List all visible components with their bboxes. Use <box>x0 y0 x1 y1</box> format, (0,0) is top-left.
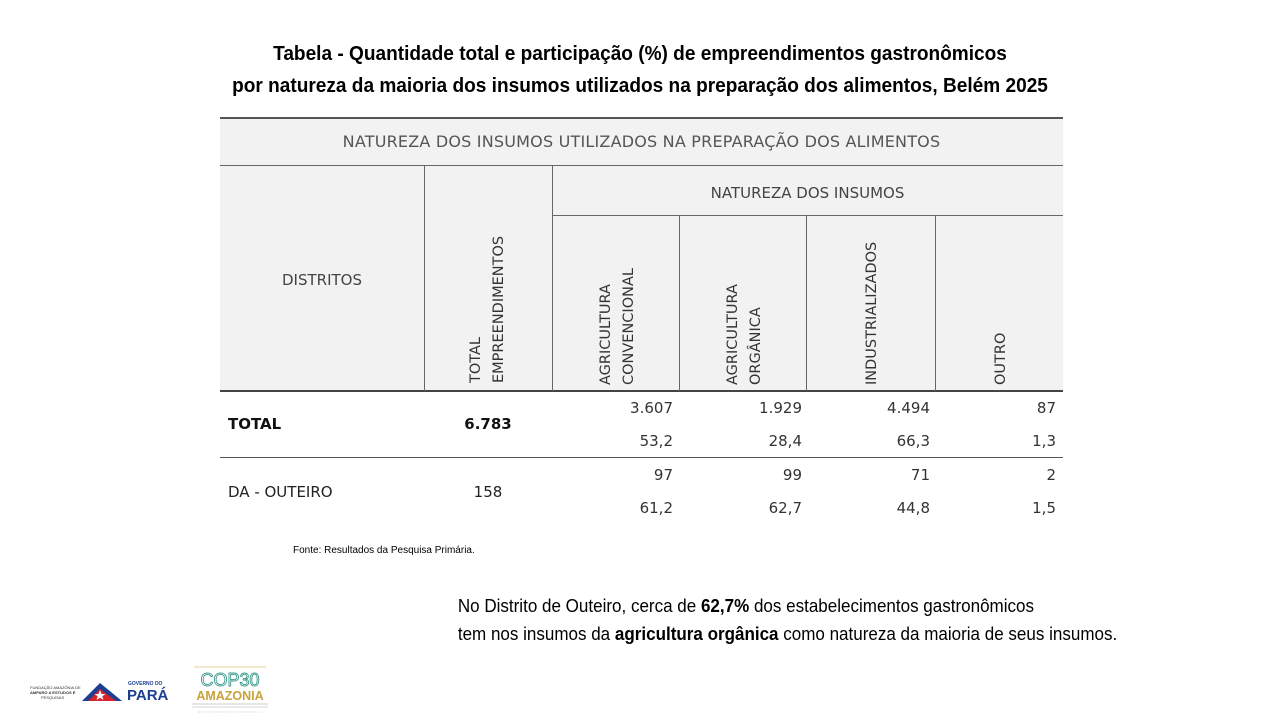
fapespa-text-3: PESQUISAS <box>41 695 64 700</box>
header-band <box>220 117 1063 165</box>
col-header-distritos: DISTRITOS <box>282 271 362 289</box>
fapespa-text-2: AMPARO A ESTUDOS E <box>30 690 76 695</box>
row-total-value: 6.783 <box>464 415 512 433</box>
cell-count: 87 <box>1036 399 1056 417</box>
row-outeiro-total: 158 <box>473 483 503 501</box>
cell-count: 97 <box>653 466 673 484</box>
cop30-amazonia-logo: COP30 AMAZONIA <box>192 666 268 713</box>
cell-count: 3.607 <box>630 399 673 417</box>
cell-count: 2 <box>1046 466 1056 484</box>
page-title: Tabela - Quantidade total e participação… <box>45 38 1235 102</box>
cell-count: 99 <box>782 466 802 484</box>
rule-row-separator <box>220 457 1063 458</box>
cell-percent: 44,8 <box>896 499 930 517</box>
header-band-lower <box>220 165 1063 391</box>
rule-top <box>220 117 1063 119</box>
col-header-outro: OUTRO <box>993 332 1009 385</box>
cell-percent: 53,2 <box>639 432 673 450</box>
cell-count: 71 <box>910 466 930 484</box>
rule-header-bottom <box>220 390 1063 392</box>
vrule-2 <box>552 165 553 391</box>
vrule-4 <box>806 215 807 391</box>
cell-count: 1.929 <box>759 399 802 417</box>
para-star-icon <box>94 690 106 700</box>
source-note: Fonte: Resultados da Pesquisa Primária. <box>293 545 475 556</box>
rule-group-header <box>552 215 1063 216</box>
row-label-total: TOTAL <box>228 415 282 433</box>
note-line-1: No Distrito de Outeiro, cerca de 62,7% d… <box>457 595 1034 616</box>
vrule-3 <box>679 215 680 391</box>
row-label-outeiro: DA - OUTEIRO <box>228 483 333 501</box>
para-text: PARÁ <box>127 687 169 704</box>
title-line-1: Tabela - Quantidade total e participação… <box>273 42 1007 65</box>
title-line-2: por natureza da maioria dos insumos util… <box>232 74 1048 97</box>
cell-percent: 1,3 <box>1032 432 1056 450</box>
rule-main-header <box>220 165 1063 166</box>
col-header-industrializados: INDUSTRIALIZADOS <box>864 241 880 385</box>
summary-note: No Distrito de Outeiro, cerca de 62,7% d… <box>457 592 1118 648</box>
vrule-1 <box>424 165 425 391</box>
col-header-total: TOTAL EMPREENDIMENTOS <box>468 235 507 383</box>
note-line-2: tem nos insumos da agricultura orgânica … <box>457 623 1118 644</box>
col-header-agricultura-organica: AGRICULTURA ORGÂNICA <box>725 284 764 385</box>
cell-percent: 1,5 <box>1032 499 1056 517</box>
fapespa-governo-para-logo: FUNDAÇÃO AMAZÔNIA DE AMPARO A ESTUDOS E … <box>30 681 169 704</box>
data-table: NATUREZA DOS INSUMOS UTILIZADOS NA PREPA… <box>220 117 1063 522</box>
cop30-text: COP30 <box>200 670 259 690</box>
vrule-5 <box>935 215 936 391</box>
cell-percent: 66,3 <box>896 432 930 450</box>
group-header: NATUREZA DOS INSUMOS <box>710 184 905 202</box>
governo-text: GOVERNO DO <box>128 681 163 687</box>
cell-percent: 61,2 <box>639 499 673 517</box>
cell-count: 4.494 <box>887 399 930 417</box>
cell-percent: 28,4 <box>768 432 802 450</box>
cell-percent: 62,7 <box>768 499 802 517</box>
amazonia-text: AMAZONIA <box>196 689 263 703</box>
col-header-agricultura-convencional: AGRICULTURA CONVENCIONAL <box>598 268 637 385</box>
fapespa-text-1: FUNDAÇÃO AMAZÔNIA DE <box>30 685 81 690</box>
main-header: NATUREZA DOS INSUMOS UTILIZADOS NA PREPA… <box>342 132 941 151</box>
